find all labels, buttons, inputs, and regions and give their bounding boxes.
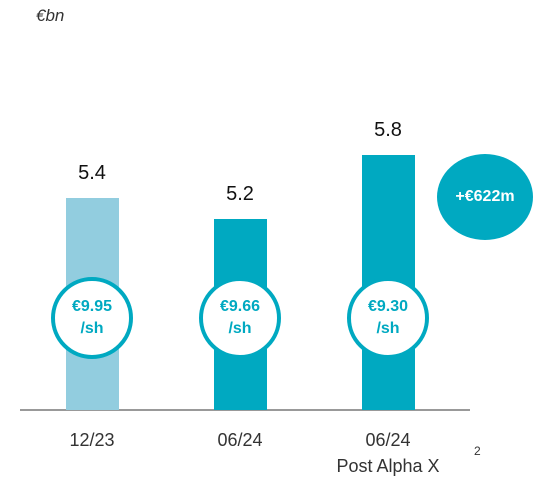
badge-text: /sh bbox=[376, 320, 400, 337]
badge-text: €9.66 bbox=[219, 298, 261, 315]
x-axis bbox=[20, 409, 470, 411]
value-label: 5.8 bbox=[374, 119, 402, 142]
x-tick-label: 06/24 bbox=[217, 430, 263, 450]
badge-text: €9.30 bbox=[367, 298, 409, 315]
x-tick-label: 12/23 bbox=[69, 430, 115, 450]
value-label: 5.2 bbox=[226, 182, 254, 205]
unit-label: €bn bbox=[36, 6, 65, 25]
badge-text: /sh bbox=[80, 320, 104, 337]
badge-text: €9.95 bbox=[71, 298, 113, 315]
badge-text: /sh bbox=[228, 320, 252, 337]
footnote: 2 bbox=[474, 444, 481, 458]
value-label: 5.4 bbox=[78, 161, 106, 184]
per-share-badge: €9.66/sh bbox=[199, 277, 281, 359]
annotation: +€622m bbox=[437, 154, 533, 240]
per-share-badge: €9.30/sh bbox=[347, 277, 429, 359]
x-tick-label: 06/24 Post Alpha X bbox=[336, 430, 440, 476]
per-share-badge: €9.95/sh bbox=[51, 277, 133, 359]
